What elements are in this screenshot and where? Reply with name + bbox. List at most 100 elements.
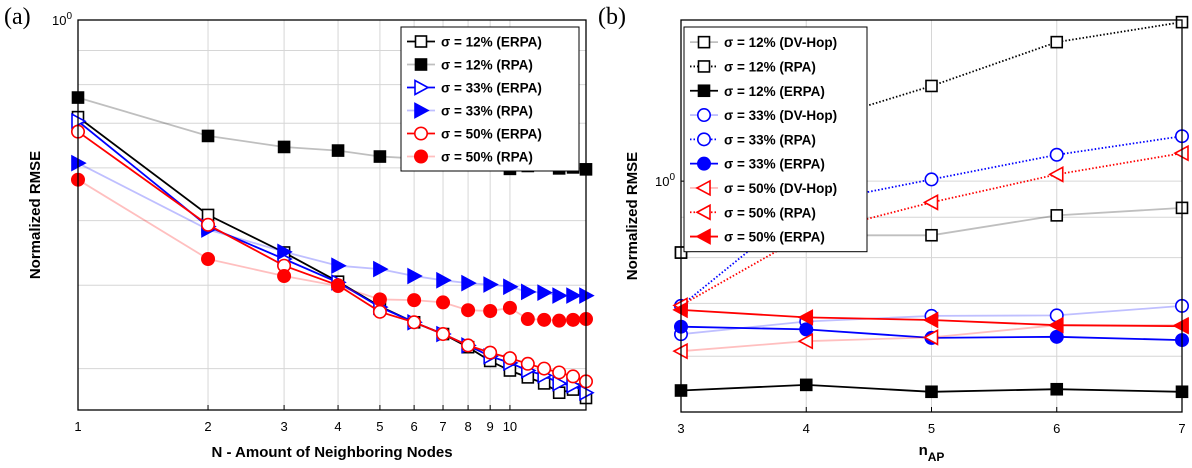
legend-entry: σ = 12% (ERPA) <box>407 35 542 50</box>
legend-entry: σ = 50% (RPA) <box>407 150 533 165</box>
data-point <box>521 283 537 301</box>
data-point <box>407 267 423 285</box>
data-point <box>461 303 476 318</box>
data-point <box>552 375 568 392</box>
legend-marker <box>413 149 428 164</box>
data-point <box>1050 209 1064 222</box>
data-point <box>372 304 387 319</box>
data-point <box>461 274 477 292</box>
y-tick-base: 10 <box>655 174 669 189</box>
data-point <box>1050 35 1064 49</box>
data-point <box>520 356 535 371</box>
data-point <box>372 292 387 307</box>
data-point <box>537 284 553 301</box>
panel-tag: (a) <box>4 4 31 30</box>
y-tick-labels: 100 <box>52 11 83 28</box>
legend-label: σ = 33% (RPA) <box>441 104 533 119</box>
x-tick-label: 3 <box>280 419 287 434</box>
data-point <box>373 150 387 163</box>
y-tick-exponent: 0 <box>669 172 675 183</box>
legend-label: σ = 33% (ERPA) <box>441 81 542 96</box>
x-tick-label: 1 <box>74 419 81 434</box>
data-point <box>924 172 939 187</box>
x-tick-label: 4 <box>334 419 341 434</box>
x-axis-label-main: n <box>919 442 928 459</box>
y-grid <box>78 50 586 370</box>
legend-box <box>400 26 580 172</box>
panel-tag: (b) <box>598 4 626 30</box>
x-tick-label: 2 <box>204 419 211 434</box>
data-point <box>552 287 568 304</box>
data-point <box>520 312 535 327</box>
legend-label: σ = 12% (RPA) <box>724 59 816 74</box>
x-axis-label-subscript: AP <box>928 450 945 464</box>
legend-label: σ = 50% (DV-Hop) <box>724 181 837 196</box>
legend-marker <box>414 35 428 48</box>
data-point <box>799 378 813 392</box>
legend-label: σ = 12% (RPA) <box>441 58 533 73</box>
data-point <box>483 276 499 293</box>
x-tick-label: 7 <box>1178 421 1185 436</box>
legend-entry: σ = 33% (ERPA) <box>407 79 542 96</box>
data-point <box>331 144 345 157</box>
x-axis-label: nAP <box>919 442 945 464</box>
x-tick-label: 4 <box>803 421 810 436</box>
legend-entry: σ = 50% (RPA) <box>690 203 816 221</box>
legend-marker <box>697 60 711 73</box>
data-point <box>436 327 451 342</box>
data-point <box>331 257 347 275</box>
legend-marker <box>695 203 711 221</box>
data-point <box>566 369 581 384</box>
legend-marker <box>414 102 430 119</box>
legend-label: σ = 50% (RPA) <box>441 150 533 165</box>
y-tick-exponent: 0 <box>66 11 72 22</box>
legend-entry: σ = 12% (RPA) <box>690 59 816 74</box>
data-point <box>277 140 291 154</box>
x-tick-label: 10 <box>503 419 517 434</box>
x-tick-label: 9 <box>487 419 494 434</box>
legend-entry: σ = 33% (ERPA) <box>690 157 825 172</box>
data-point <box>537 312 552 327</box>
data-point <box>1049 147 1064 162</box>
legend-marker <box>697 35 711 49</box>
legend-entry: σ = 33% (RPA) <box>690 132 816 147</box>
data-point <box>483 345 498 360</box>
x-tick-labels: 1 2 3 4 5 6 7 8 9 10 <box>74 405 517 434</box>
legend: σ = 12% (DV-Hop) σ = 12% (RPA) σ = 12% (ER… <box>683 26 868 253</box>
data-point <box>566 312 581 327</box>
legend-entry: σ = 33% (RPA) <box>407 102 533 119</box>
data-point <box>797 332 814 350</box>
axes-box <box>77 19 587 411</box>
legend-label: σ = 50% (ERPA) <box>724 230 825 245</box>
data-point <box>925 228 938 242</box>
y-tick-base: 10 <box>52 13 66 28</box>
data-point <box>1048 166 1064 183</box>
data-point <box>483 303 498 318</box>
series-line <box>680 135 1183 307</box>
legend-label: σ = 12% (ERPA) <box>441 35 542 50</box>
legend-marker <box>414 79 430 96</box>
x-tick-label: 5 <box>928 421 935 436</box>
x-axis-label: N - Amount of Neighboring Nodes <box>211 444 452 461</box>
y-tick-label: 100 <box>655 172 675 189</box>
data-point <box>1048 316 1064 334</box>
legend-entry: σ = 50% (DV-Hop) <box>690 179 837 197</box>
data-point <box>925 79 938 93</box>
data-point <box>277 243 293 261</box>
chart-panel-1: 3 4 5 6 7 100 Normalized RMSE nAP (b) σ = 12% (DV… <box>598 4 1190 464</box>
data-point <box>407 293 422 308</box>
legend: σ = 12% (ERPA) σ = 12% (RPA) σ = 33% (ERPA… <box>400 26 580 172</box>
y-axis-label: Normalized RMSE <box>624 152 641 280</box>
y-tick-label: 100 <box>52 11 72 28</box>
legend-entry: σ = 12% (DV-Hop) <box>690 35 837 50</box>
legend-marker <box>697 84 711 98</box>
data-point <box>331 279 346 294</box>
data-point <box>407 315 422 330</box>
x-tick-label: 5 <box>376 419 383 434</box>
data-point <box>537 361 552 376</box>
data-point <box>201 129 215 143</box>
data-point <box>925 385 938 399</box>
data-point <box>922 329 939 346</box>
series-3 <box>71 154 595 304</box>
